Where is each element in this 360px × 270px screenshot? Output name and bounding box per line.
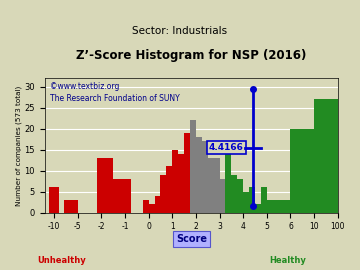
Bar: [63, 200, 78, 213]
Bar: [143, 200, 149, 213]
X-axis label: Score: Score: [176, 234, 207, 244]
Bar: [190, 120, 196, 213]
Bar: [261, 187, 267, 213]
Bar: [184, 133, 190, 213]
Bar: [49, 187, 59, 213]
Title: Z’-Score Histogram for NSP (2016): Z’-Score Histogram for NSP (2016): [76, 49, 306, 62]
Text: Healthy: Healthy: [270, 256, 306, 265]
Text: Sector: Industrials: Sector: Industrials: [132, 26, 228, 36]
Bar: [267, 200, 291, 213]
Bar: [113, 179, 131, 213]
Bar: [231, 175, 237, 213]
Text: 4.4166: 4.4166: [209, 143, 244, 152]
Bar: [166, 167, 172, 213]
Bar: [291, 129, 314, 213]
Bar: [314, 99, 338, 213]
Bar: [208, 158, 213, 213]
Bar: [161, 175, 166, 213]
Bar: [98, 158, 113, 213]
Bar: [249, 187, 255, 213]
Bar: [149, 204, 154, 213]
Bar: [172, 150, 178, 213]
Bar: [220, 179, 225, 213]
Bar: [196, 137, 202, 213]
Y-axis label: Number of companies (573 total): Number of companies (573 total): [15, 85, 22, 205]
Bar: [243, 192, 249, 213]
Text: Unhealthy: Unhealthy: [37, 256, 86, 265]
Bar: [237, 179, 243, 213]
Bar: [154, 196, 161, 213]
Bar: [202, 141, 208, 213]
Text: ©www.textbiz.org: ©www.textbiz.org: [50, 82, 120, 91]
Bar: [225, 154, 231, 213]
Bar: [213, 158, 220, 213]
Bar: [255, 204, 261, 213]
Bar: [178, 154, 184, 213]
Text: The Research Foundation of SUNY: The Research Foundation of SUNY: [50, 94, 180, 103]
